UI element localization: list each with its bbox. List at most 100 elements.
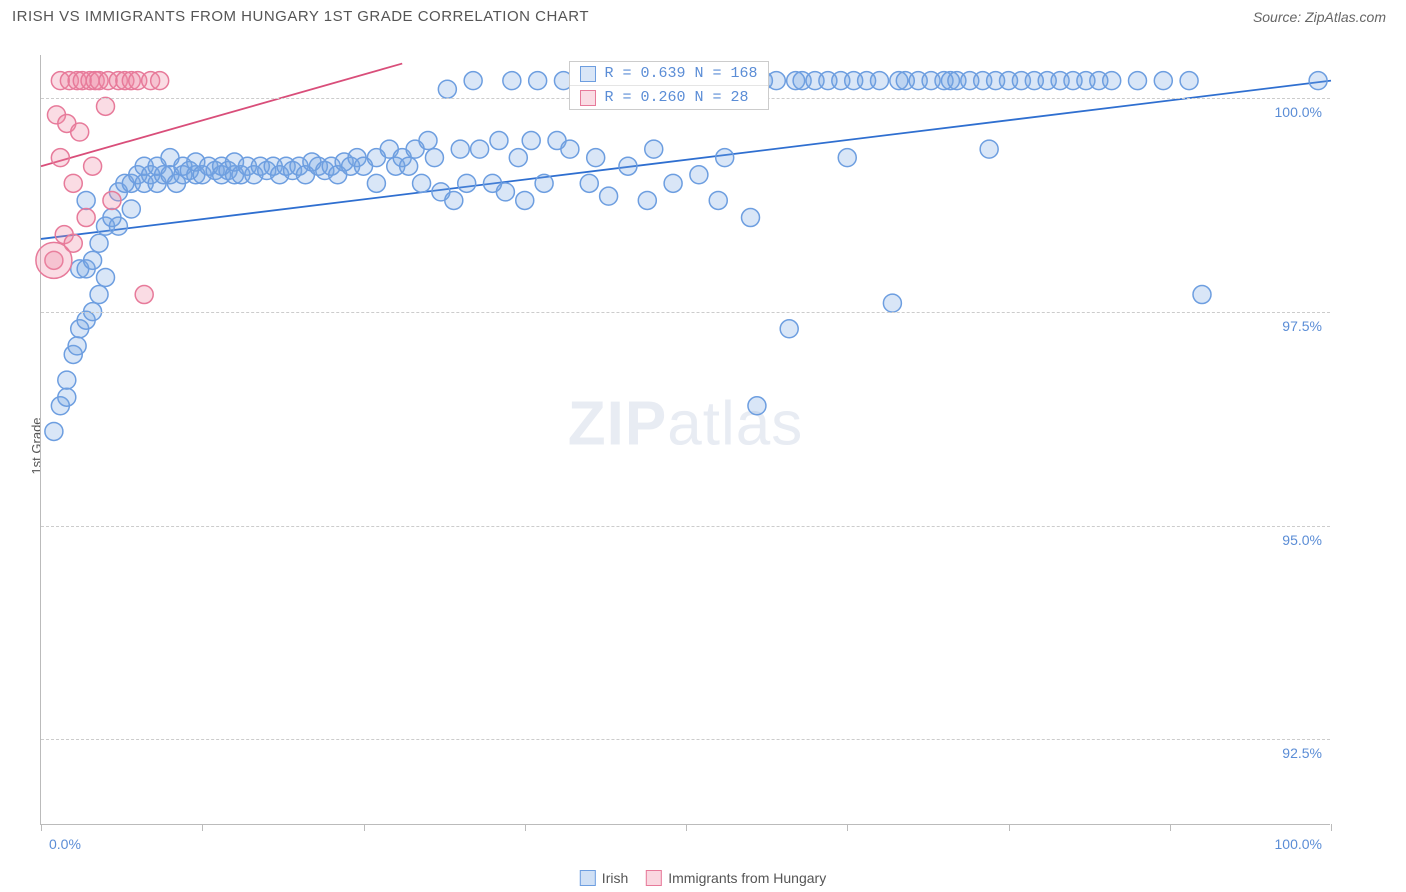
data-point	[471, 140, 489, 158]
data-point	[151, 72, 169, 90]
x-tick	[202, 824, 203, 831]
x-tick	[1331, 824, 1332, 831]
legend-swatch	[646, 870, 662, 886]
data-point	[413, 174, 431, 192]
data-point	[367, 174, 385, 192]
legend-item: Irish	[580, 870, 628, 886]
data-point	[587, 149, 605, 167]
legend: Irish Immigrants from Hungary	[580, 870, 826, 886]
data-point	[135, 286, 153, 304]
data-point	[1193, 286, 1211, 304]
data-point	[580, 174, 598, 192]
data-point	[1180, 72, 1198, 90]
data-point	[68, 337, 86, 355]
gridline-h	[41, 739, 1330, 740]
x-tick-label-min: 0.0%	[49, 836, 81, 852]
data-point	[490, 132, 508, 150]
data-point	[400, 157, 418, 175]
data-point	[84, 251, 102, 269]
data-point	[58, 388, 76, 406]
data-point	[709, 191, 727, 209]
data-point	[638, 191, 656, 209]
data-point	[1103, 72, 1121, 90]
data-point	[1154, 72, 1172, 90]
legend-item: Immigrants from Hungary	[646, 870, 826, 886]
data-point-large	[36, 242, 72, 278]
data-point	[425, 149, 443, 167]
x-tick	[686, 824, 687, 831]
y-tick-label: 95.0%	[1282, 532, 1322, 548]
stat-text: R = 0.639 N = 168	[604, 65, 757, 82]
data-point	[664, 174, 682, 192]
data-point	[58, 371, 76, 389]
data-point	[503, 72, 521, 90]
data-point	[496, 183, 514, 201]
data-point	[1129, 72, 1147, 90]
stat-swatch	[580, 90, 596, 106]
data-point	[509, 149, 527, 167]
data-point	[742, 209, 760, 227]
stat-row: R = 0.639 N = 168	[570, 62, 767, 86]
y-tick-label: 97.5%	[1282, 318, 1322, 334]
data-point	[90, 286, 108, 304]
data-point	[561, 140, 579, 158]
data-point	[871, 72, 889, 90]
data-point	[103, 191, 121, 209]
data-point	[464, 72, 482, 90]
data-point	[838, 149, 856, 167]
data-point	[84, 157, 102, 175]
source-label: Source: ZipAtlas.com	[1253, 9, 1386, 25]
x-tick	[847, 824, 848, 831]
data-point	[767, 72, 785, 90]
legend-label: Irish	[602, 870, 628, 886]
scatter-svg	[41, 55, 1330, 824]
x-tick	[525, 824, 526, 831]
data-point	[77, 209, 95, 227]
data-point	[980, 140, 998, 158]
data-point	[97, 268, 115, 286]
data-point	[51, 149, 69, 167]
data-point	[780, 320, 798, 338]
data-point	[90, 234, 108, 252]
legend-label: Immigrants from Hungary	[668, 870, 826, 886]
y-tick-label: 100.0%	[1275, 104, 1322, 120]
chart-plot-area: ZIPatlas R = 0.639 N = 168R = 0.260 N = …	[40, 55, 1330, 825]
stat-swatch	[580, 66, 596, 82]
data-point	[458, 174, 476, 192]
data-point	[716, 149, 734, 167]
data-point	[522, 132, 540, 150]
data-point	[645, 140, 663, 158]
data-point	[445, 191, 463, 209]
data-point	[619, 157, 637, 175]
data-point	[529, 72, 547, 90]
data-point	[77, 191, 95, 209]
data-point	[1309, 72, 1327, 90]
data-point	[64, 174, 82, 192]
x-tick	[364, 824, 365, 831]
data-point	[109, 217, 127, 235]
data-point	[516, 191, 534, 209]
gridline-h	[41, 312, 1330, 313]
data-point	[97, 97, 115, 115]
data-point	[451, 140, 469, 158]
chart-header: IRISH VS IMMIGRANTS FROM HUNGARY 1ST GRA…	[0, 0, 1406, 29]
data-point	[535, 174, 553, 192]
legend-swatch	[580, 870, 596, 886]
correlation-stat-box: R = 0.639 N = 168 R = 0.260 N = 28	[569, 61, 768, 110]
stat-row: R = 0.260 N = 28	[570, 86, 767, 109]
data-point	[438, 80, 456, 98]
data-point	[419, 132, 437, 150]
stat-text: R = 0.260 N = 28	[604, 89, 748, 106]
data-point	[600, 187, 618, 205]
gridline-h	[41, 526, 1330, 527]
data-point	[122, 200, 140, 218]
x-tick	[1170, 824, 1171, 831]
data-point	[71, 123, 89, 141]
x-tick	[41, 824, 42, 831]
chart-title: IRISH VS IMMIGRANTS FROM HUNGARY 1ST GRA…	[12, 8, 589, 25]
x-tick-label-max: 100.0%	[1275, 836, 1322, 852]
data-point	[45, 422, 63, 440]
x-tick	[1009, 824, 1010, 831]
data-point	[690, 166, 708, 184]
data-point	[748, 397, 766, 415]
